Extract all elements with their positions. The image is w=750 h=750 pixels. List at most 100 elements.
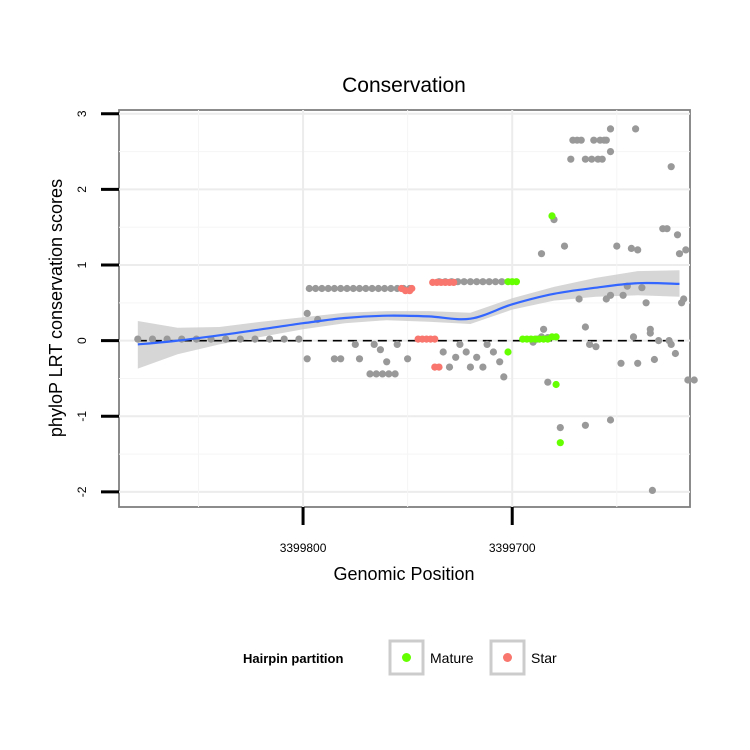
data-point-other [466, 363, 474, 371]
data-point-other [577, 136, 585, 144]
data-point-other [376, 346, 384, 354]
data-point-other [391, 370, 399, 378]
data-point-mature [552, 333, 560, 341]
data-point-other [498, 278, 506, 286]
smooth-trend-line [137, 281, 680, 346]
data-point-star [431, 335, 439, 343]
data-point-other [606, 148, 615, 156]
data-point-other [588, 155, 596, 163]
data-point-other [634, 246, 642, 254]
data-point-star [450, 278, 458, 286]
legend: Hairpin partition Mature Star [243, 639, 557, 676]
data-point-other [303, 309, 311, 317]
data-point-other [460, 278, 468, 286]
data-point-other [500, 373, 508, 381]
data-point-other [280, 335, 288, 343]
data-point-other [381, 284, 389, 293]
data-point-other [349, 284, 357, 293]
data-point-other [305, 284, 313, 293]
data-point-other [337, 284, 345, 293]
data-point-other [251, 335, 259, 343]
x-axis: 3399800 3399700 [280, 507, 536, 555]
data-point-other [148, 335, 157, 343]
data-point-other [393, 340, 401, 348]
data-point-other [483, 340, 491, 348]
data-point-other [473, 278, 481, 286]
data-point-other [404, 355, 412, 363]
smooth-line-group [137, 281, 680, 346]
data-point-other [600, 136, 608, 144]
x-tick-label: 3399800 [280, 541, 327, 555]
data-point-other [491, 278, 500, 286]
data-point-other [236, 335, 244, 343]
y-tick-label: -2 [75, 486, 89, 497]
legend-swatch-mature [402, 653, 411, 662]
data-point-other [632, 125, 640, 133]
data-point-other [222, 335, 230, 343]
data-point-other [642, 299, 650, 307]
data-point-other [485, 278, 493, 286]
data-point-other [312, 284, 320, 293]
data-point-other [690, 376, 698, 384]
data-point-other [370, 340, 378, 348]
y-axis-title: phyloP LRT conservation scores [46, 179, 66, 437]
data-point-other [671, 349, 680, 358]
data-point-other [387, 284, 395, 293]
data-point-other [581, 323, 590, 331]
data-point-other [663, 225, 671, 233]
data-point-other [667, 163, 675, 171]
data-point-other [586, 340, 594, 348]
data-point-mature [556, 439, 564, 447]
y-axis: -2 -1 0 1 2 3 [75, 110, 119, 497]
data-point-other [378, 370, 387, 378]
data-point-other [303, 355, 311, 363]
data-point-star [408, 284, 416, 293]
data-point-other [629, 333, 638, 341]
data-point-other [366, 370, 374, 378]
data-point-mature [552, 380, 560, 389]
data-point-mature [504, 348, 512, 356]
data-point-other [537, 250, 546, 258]
data-point-other [540, 325, 548, 333]
data-point-other [496, 358, 504, 366]
data-point-other [567, 155, 575, 163]
legend-label-mature: Mature [430, 650, 474, 666]
y-tick-label: 1 [75, 261, 89, 268]
data-point-star [435, 363, 443, 371]
data-point-other [627, 244, 636, 252]
data-point-other [680, 295, 688, 303]
data-point-other [592, 343, 600, 351]
data-point-other [638, 284, 646, 292]
data-point-other [318, 284, 326, 293]
y-tick-label: -1 [75, 411, 89, 422]
data-point-other [355, 355, 364, 363]
data-point-other [650, 355, 659, 364]
data-point-other [684, 376, 692, 384]
grid [119, 110, 690, 507]
data-point-other [355, 284, 364, 293]
legend-label-star: Star [531, 650, 557, 666]
data-point-other [646, 325, 654, 333]
data-point-other [606, 125, 615, 133]
data-point-other [462, 348, 470, 356]
data-point-other [617, 359, 625, 367]
data-point-other [489, 348, 497, 356]
data-point-other [479, 363, 487, 371]
data-point-other [556, 424, 564, 432]
data-point-other [383, 358, 391, 366]
legend-swatch-star [503, 653, 512, 662]
y-tick-label: 3 [75, 110, 89, 117]
data-point-other [374, 284, 382, 293]
data-point-other [330, 355, 338, 363]
data-point-other [330, 284, 338, 293]
data-point-mature [548, 212, 556, 220]
data-point-other [581, 155, 590, 163]
x-tick-label: 3399700 [489, 541, 536, 555]
y-tick-label: 2 [75, 186, 89, 193]
data-point-other [266, 335, 274, 343]
y-tick-label: 0 [75, 337, 89, 344]
legend-title: Hairpin partition [243, 651, 343, 666]
data-point-other [337, 355, 345, 363]
data-point-other [324, 284, 332, 293]
